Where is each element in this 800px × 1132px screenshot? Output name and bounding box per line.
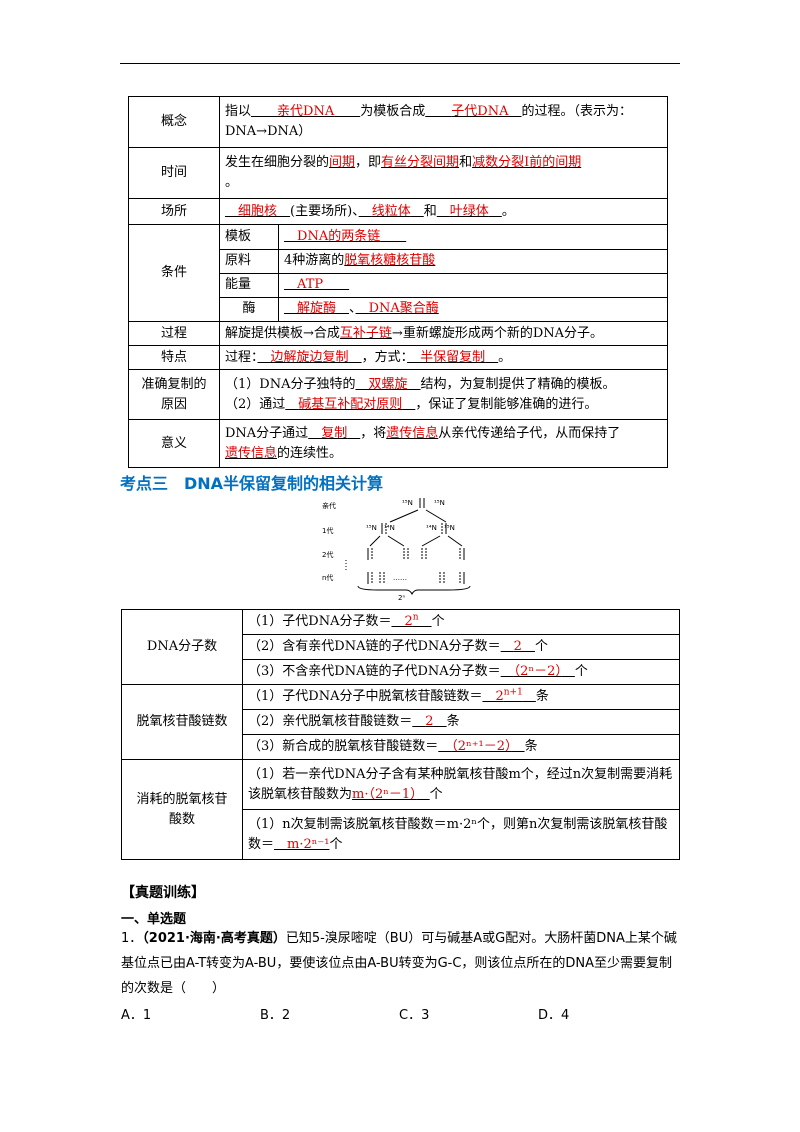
- section-heading: 考点三 DNA半保留复制的相关计算: [120, 474, 384, 493]
- svg-text:n代: n代: [322, 573, 333, 582]
- svg-text:¹⁵N: ¹⁵N: [434, 499, 445, 507]
- concept-cell: 指以 亲代DNA 为模板合成 子代DNA 的过程。（表示为：DNA→DNA）: [219, 96, 668, 148]
- question-source: （2021·海南·高考真题）: [142, 931, 286, 946]
- svg-text:1代: 1代: [322, 526, 333, 535]
- replication-summary-table: 概念 指以 亲代DNA 为模板合成 子代DNA 的过程。（表示为：DNA→DNA…: [128, 96, 668, 468]
- conditions-cell: 模板 DNA的两条链 原料 4种游离的脱氧核糖核苷酸 能量 ATP 酶 解旋酶 …: [219, 224, 668, 322]
- svg-text:亲代: 亲代: [322, 501, 336, 510]
- svg-text:2ⁿ: 2ⁿ: [398, 594, 405, 602]
- option-b[interactable]: B．2: [260, 1008, 291, 1023]
- option-a[interactable]: A．1: [121, 1008, 152, 1023]
- svg-text:¹⁴N: ¹⁴N: [384, 524, 395, 532]
- row-label-conditions: 条件: [128, 224, 220, 322]
- group-label-dna-count: DNA分子数: [121, 609, 243, 685]
- time-cell: 发生在细胞分裂的间期，即有丝分裂间期和减数分裂Ⅰ前的间期。: [219, 147, 668, 199]
- replication-diagram: 亲代 1代 2代 n代 ¹⁵N ¹⁵N ¹⁵N ¹⁴N ¹⁴N ¹⁵N 2ⁿ ……: [322, 498, 471, 602]
- calculation-table: DNA分子数 （1）子代DNA分子数＝ 2n 个 （2）含有亲代DNA链的子代D…: [121, 609, 680, 860]
- conditions-subtable: 模板 DNA的两条链 原料 4种游离的脱氧核糖核苷酸 能量 ATP 酶 解旋酶 …: [220, 225, 667, 321]
- answer-parent-dna: 亲代DNA: [277, 104, 335, 119]
- svg-text:……: ……: [393, 574, 407, 582]
- svg-text:¹⁵N: ¹⁵N: [444, 524, 455, 532]
- svg-text:¹⁴N: ¹⁴N: [426, 524, 437, 532]
- svg-text:2代: 2代: [322, 550, 333, 559]
- row-label-feature: 特点: [128, 345, 220, 370]
- group-label-consumed: 消耗的脱氧核苷 酸数: [121, 759, 243, 860]
- answer-child-dna: 子代DNA: [451, 104, 509, 119]
- row-label-time: 时间: [128, 147, 220, 199]
- section-single-choice: 一、单选题: [121, 912, 187, 927]
- row-label-place: 场所: [128, 198, 220, 225]
- option-c[interactable]: C．3: [399, 1008, 430, 1023]
- process-cell: 解旋提供模板→合成互补子链→重新螺旋形成两个新的DNA分子。: [219, 321, 668, 346]
- row-label-concept: 概念: [128, 96, 220, 148]
- question-1: 1．（2021·海南·高考真题）已知5-溴尿嘧啶（BU）可与碱基A或G配对。大肠…: [121, 931, 677, 996]
- svg-text:¹⁵N: ¹⁵N: [402, 499, 413, 507]
- row-label-meaning: 意义: [128, 419, 220, 468]
- reason-cell: （1）DNA分子独特的 双螺旋 结构，为复制提供了精确的模板。 （2）通过 碱基…: [219, 369, 668, 420]
- meaning-cell: DNA分子通过 复制 ，将遗传信息从亲代传递给子代，从而保持了 遗传信息的连续性…: [219, 419, 668, 468]
- row-label-process: 过程: [128, 321, 220, 346]
- svg-text:¹⁵N: ¹⁵N: [366, 524, 377, 532]
- place-cell: 细胞核 (主要场所)、 线粒体 和 叶绿体 。: [219, 198, 668, 225]
- option-d[interactable]: D．4: [538, 1008, 570, 1023]
- header-rule: [120, 63, 680, 64]
- feature-cell: 过程： 边解旋边复制 ，方式： 半保留复制 。: [219, 345, 668, 370]
- group-label-strand-count: 脱氧核苷酸链数: [121, 684, 243, 760]
- practice-title: 【真题训练】: [121, 885, 205, 901]
- row-label-reason: 准确复制的 原因: [128, 369, 220, 420]
